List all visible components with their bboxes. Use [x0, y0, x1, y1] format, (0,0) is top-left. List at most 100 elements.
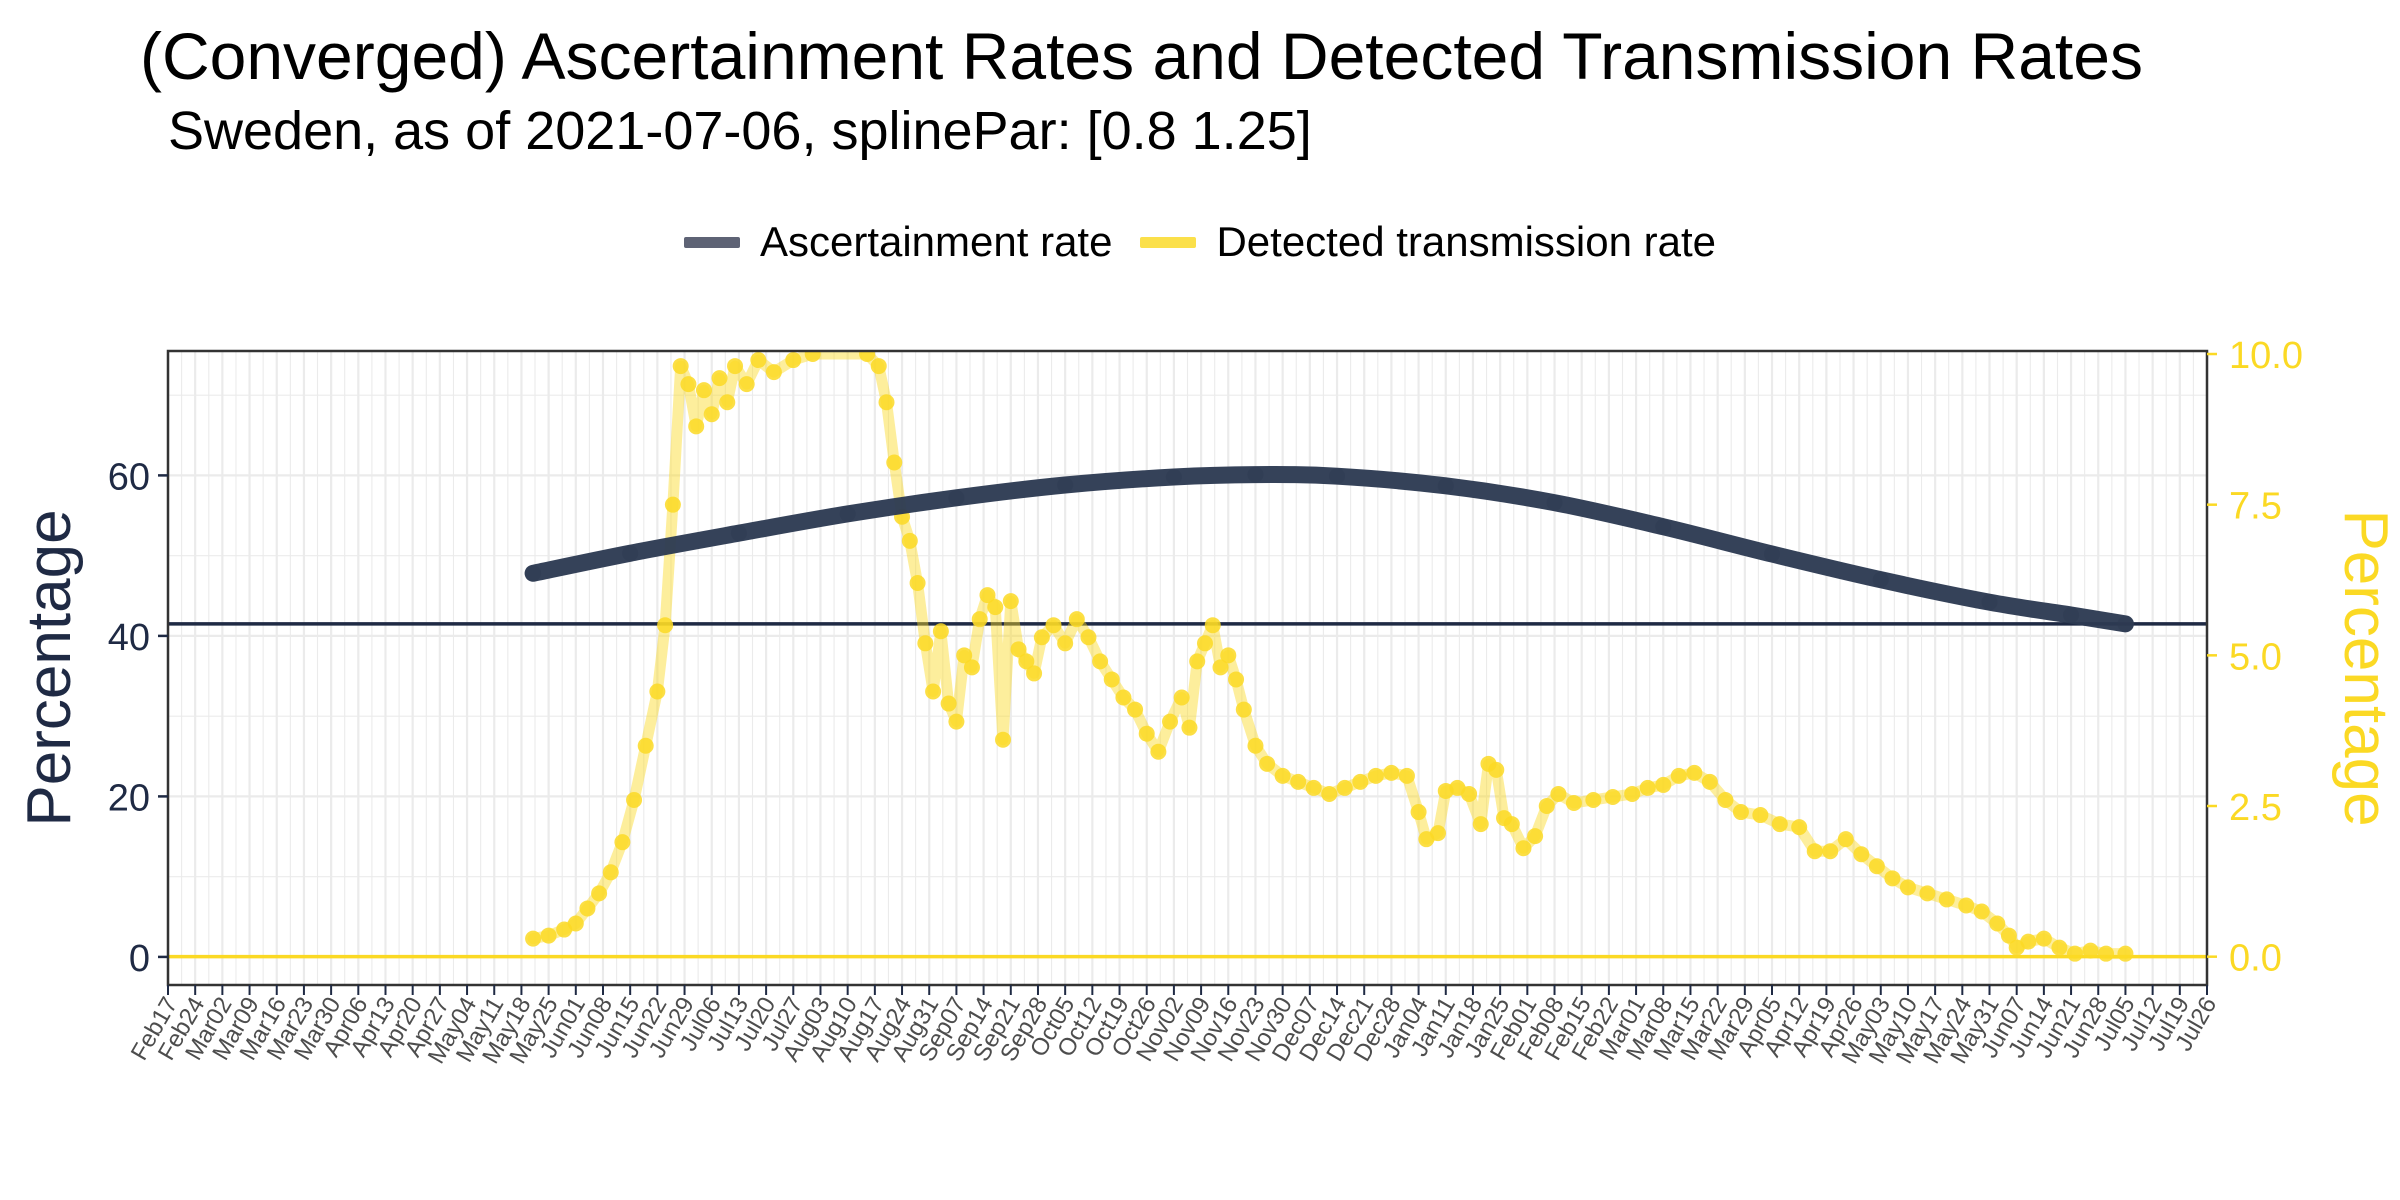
transmission-point	[956, 647, 973, 664]
transmission-point	[703, 406, 720, 423]
transmission-point	[1068, 611, 1085, 628]
transmission-point	[1410, 804, 1427, 821]
transmission-point	[1321, 785, 1338, 802]
transmission-point	[1686, 764, 1703, 781]
transmission-point	[979, 587, 996, 604]
y-left-tick-label: 40	[108, 617, 150, 659]
transmission-point	[1461, 785, 1478, 802]
transmission-point	[1274, 767, 1291, 784]
legend-key-ascertainment	[683, 236, 740, 248]
transmission-point	[1196, 635, 1213, 652]
transmission-point	[2082, 942, 2099, 959]
transmission-point	[1701, 773, 1718, 790]
legend: Ascertainment rate Detected transmission…	[0, 218, 2400, 266]
transmission-point	[1127, 701, 1144, 718]
transmission-point	[680, 376, 697, 393]
ascertainment-point	[730, 525, 747, 542]
y-right-tick-label: 10.0	[2229, 335, 2303, 377]
transmission-point	[637, 737, 654, 754]
transmission-point	[602, 864, 619, 881]
transmission-point	[1771, 816, 1788, 833]
ascertainment-point	[1764, 546, 1781, 563]
transmission-point	[1639, 779, 1656, 796]
transmission-point	[525, 930, 542, 947]
ascertainment-point	[2117, 615, 2134, 632]
transmission-point	[2020, 933, 2037, 950]
y-left-axis-title: Percentage	[15, 509, 84, 826]
transmission-point	[804, 351, 821, 363]
y-left-tick-label: 60	[108, 456, 150, 498]
transmission-point	[2035, 930, 2052, 947]
transmission-point	[649, 683, 666, 700]
transmission-point	[995, 731, 1012, 748]
transmission-point	[2066, 945, 2083, 962]
transmission-point	[1515, 840, 1532, 857]
transmission-point	[672, 358, 689, 375]
transmission-point	[567, 915, 584, 932]
transmission-point	[1430, 825, 1447, 842]
transmission-point	[1057, 635, 1074, 652]
transmission-point	[1018, 653, 1035, 670]
transmission-point	[1092, 653, 1109, 670]
transmission-point	[1228, 671, 1245, 688]
transmission-point	[695, 382, 712, 399]
transmission-point	[1973, 903, 1990, 920]
transmission-point	[727, 358, 744, 375]
transmission-point	[1585, 791, 1602, 808]
transmission-point	[1565, 794, 1582, 811]
transmission-point	[1204, 617, 1221, 634]
transmission-point	[1220, 647, 1237, 664]
ascertainment-point	[1057, 477, 1074, 494]
legend-label-transmission: Detected transmission rate	[1216, 218, 1717, 265]
transmission-point	[1958, 897, 1975, 914]
transmission-point	[1822, 843, 1839, 860]
transmission-point	[1488, 761, 1505, 778]
transmission-point	[1002, 593, 1019, 610]
transmission-point	[2051, 939, 2068, 956]
ascertainment-point	[1165, 468, 1182, 485]
transmission-point	[1045, 617, 1062, 634]
y-right-tick-label: 2.5	[2229, 787, 2282, 829]
transmission-point	[614, 834, 631, 851]
transmission-point	[1717, 791, 1734, 808]
y-left-tick-label: 20	[108, 777, 150, 819]
transmission-point	[1989, 915, 2006, 932]
ascertainment-point	[2063, 607, 2080, 624]
transmission-point	[940, 695, 957, 712]
transmission-point	[711, 370, 728, 387]
transmission-point	[1624, 785, 1641, 802]
plot-border	[166, 349, 2209, 987]
transmission-point	[1550, 785, 1567, 802]
transmission-point	[1212, 659, 1229, 676]
transmission-point	[1538, 798, 1555, 815]
transmission-point	[1026, 665, 1043, 682]
transmission-point	[1752, 807, 1769, 824]
transmission-point	[1472, 816, 1489, 833]
transmission-point	[1033, 629, 1050, 646]
transmission-point	[657, 617, 674, 634]
plot-series-group	[168, 351, 2207, 962]
chart-title: (Converged) Ascertainment Rates and Dete…	[140, 19, 2143, 93]
ascertainment-point	[1872, 571, 1889, 588]
legend-label-ascertainment: Ascertainment rate	[759, 218, 1113, 265]
chart-subtitle: Sweden, as of 2021-07-06, splinePar: [0.…	[168, 101, 1312, 161]
transmission-point	[579, 900, 596, 917]
y-right-tick-label: 0.0	[2229, 938, 2282, 980]
transmission-point	[750, 352, 767, 369]
transmission-point	[878, 394, 895, 411]
transmission-point	[540, 927, 557, 944]
transmission-point	[1189, 653, 1206, 670]
transmission-point	[1527, 828, 1544, 845]
transmission-point	[1503, 816, 1520, 833]
transmission-point	[1732, 804, 1749, 821]
transmission-point	[1806, 843, 1823, 860]
ascertainment-point	[1655, 518, 1672, 535]
transmission-point	[925, 683, 942, 700]
ascertainment-point	[1329, 468, 1346, 485]
ascertainment-point	[525, 565, 542, 582]
transmission-point	[1305, 779, 1322, 796]
transmission-point	[765, 364, 782, 381]
transmission-point	[1670, 767, 1687, 784]
transmission-point	[591, 885, 608, 902]
